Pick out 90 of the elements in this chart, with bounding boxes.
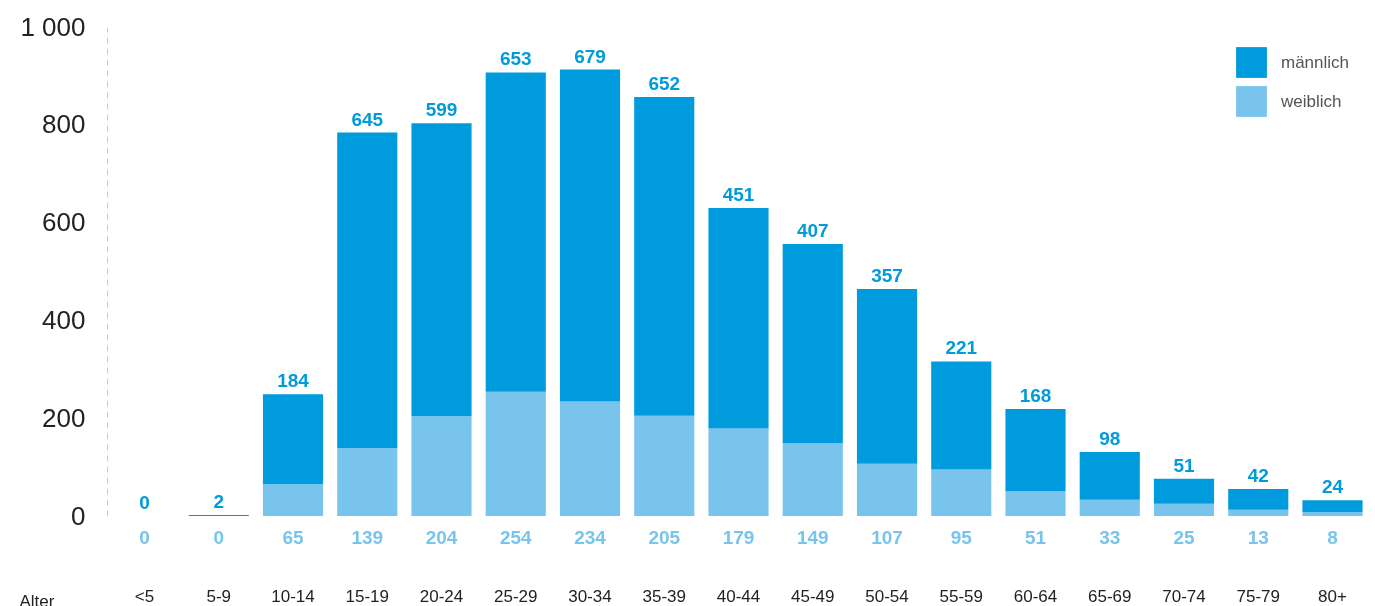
bar — [559, 401, 621, 516]
data-label: 25 — [1173, 527, 1195, 548]
data-label: 179 — [722, 527, 755, 548]
bar — [1302, 512, 1363, 516]
bar — [1228, 489, 1289, 510]
data-label: 42 — [1247, 465, 1269, 487]
bar — [634, 96, 695, 416]
y-tick-label: 1 000 — [20, 11, 86, 42]
y-tick-label: 800 — [42, 109, 86, 140]
x-tick-label: <5 — [134, 586, 155, 606]
data-label: 107 — [871, 527, 903, 548]
data-label: 51 — [1173, 454, 1195, 476]
data-label: 184 — [277, 370, 310, 392]
data-label: 65 — [282, 527, 304, 548]
x-axis-title: Alter — [19, 591, 55, 606]
bar — [485, 72, 546, 392]
x-tick-label: 75-79 — [1236, 586, 1280, 606]
data-label: 95 — [950, 527, 973, 548]
data-label: 653 — [499, 48, 532, 70]
x-tick-label: 25-29 — [494, 586, 538, 606]
data-label: 139 — [351, 527, 384, 548]
bar — [337, 132, 398, 449]
data-label: 221 — [945, 337, 978, 359]
x-tick-label: 15-19 — [345, 586, 389, 606]
bar — [411, 416, 472, 516]
bar — [1005, 408, 1066, 492]
data-label: 254 — [499, 527, 533, 548]
data-label: 51 — [1024, 527, 1047, 548]
data-label: 8 — [1327, 527, 1338, 548]
x-tick-label: 40-44 — [716, 586, 761, 606]
bar — [931, 361, 992, 470]
bar — [1302, 500, 1363, 513]
bar — [782, 443, 843, 516]
bar — [708, 428, 769, 516]
bar — [1005, 491, 1066, 516]
bar — [1079, 499, 1140, 516]
bar — [856, 463, 918, 516]
y-tick-label: 200 — [42, 402, 86, 433]
data-label: 407 — [796, 220, 829, 242]
y-tick-label: 400 — [42, 304, 86, 335]
bar — [1228, 509, 1289, 516]
data-label: 13 — [1247, 527, 1269, 548]
data-label: 652 — [648, 72, 681, 94]
x-tick-label: 10-14 — [271, 586, 315, 606]
data-label: 451 — [722, 183, 755, 205]
x-tick-label: 60-64 — [1013, 586, 1058, 606]
x-tick-label: 20-24 — [419, 586, 464, 606]
bar — [1153, 478, 1215, 504]
x-tick-label: 30-34 — [568, 586, 612, 606]
data-label: 204 — [425, 527, 458, 548]
x-tick-label: 5-9 — [206, 586, 232, 606]
bar — [708, 207, 769, 429]
x-tick-label: 70-74 — [1162, 586, 1206, 606]
bar — [411, 123, 472, 417]
bar — [337, 448, 398, 516]
bar — [634, 415, 695, 516]
bar — [1079, 451, 1140, 500]
data-label: 234 — [574, 527, 607, 548]
bar — [559, 69, 621, 402]
bar — [856, 289, 918, 464]
x-tick-label: 65-69 — [1088, 586, 1132, 606]
data-label: 645 — [351, 108, 384, 130]
data-label: 679 — [574, 45, 606, 67]
x-tick-label: 80+ — [1318, 586, 1347, 606]
data-label: 357 — [871, 265, 903, 287]
data-label: 98 — [1099, 427, 1121, 449]
bar — [262, 484, 324, 516]
data-label: 149 — [796, 527, 829, 548]
x-tick-label: 55-59 — [939, 586, 983, 606]
y-tick-label: 0 — [71, 500, 86, 531]
bar — [782, 244, 843, 444]
y-tick-label: 600 — [42, 207, 86, 238]
x-tick-label: 35-39 — [642, 586, 686, 606]
data-label: 168 — [1019, 384, 1052, 406]
bar — [931, 469, 992, 516]
bar — [262, 394, 324, 485]
data-label: 33 — [1099, 527, 1121, 548]
data-label: 0 — [139, 527, 150, 548]
x-tick-label: 45-49 — [791, 586, 835, 606]
legend-label: männlich — [1281, 52, 1350, 72]
data-label: 2 — [213, 491, 225, 513]
data-label: 599 — [425, 99, 458, 121]
data-label: 0 — [139, 492, 150, 513]
data-label: 0 — [213, 527, 225, 548]
legend-label: weiblich — [1280, 91, 1342, 111]
bar — [1153, 503, 1215, 516]
bar — [485, 391, 546, 516]
data-label: 24 — [1321, 476, 1344, 498]
data-label: 205 — [648, 527, 681, 548]
x-tick-label: 50-54 — [865, 586, 909, 606]
